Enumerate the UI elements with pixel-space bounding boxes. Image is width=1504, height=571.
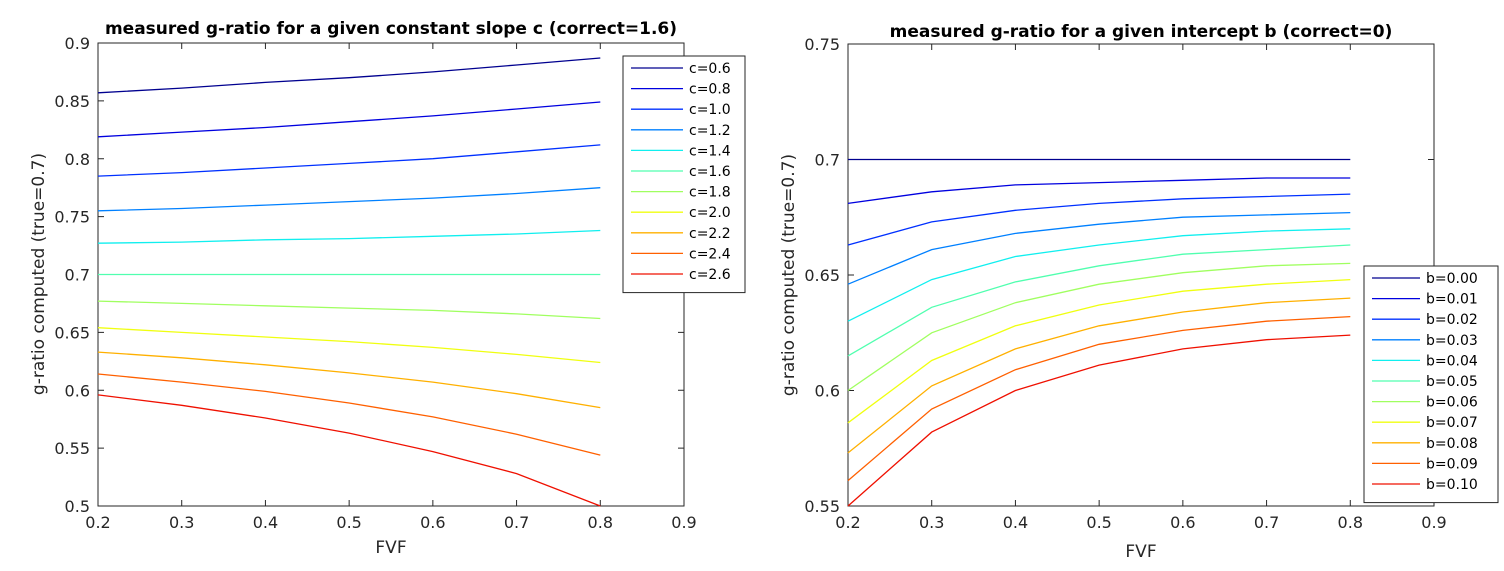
legend-label: b=0.04 bbox=[1426, 353, 1478, 369]
legend-label: c=0.8 bbox=[689, 82, 731, 98]
x-tick-label: 0.9 bbox=[1421, 513, 1446, 532]
series-line-c=2.0 bbox=[97, 327, 601, 364]
y-tick-label: 0.55 bbox=[804, 497, 840, 516]
series-line-c=1.2 bbox=[97, 187, 601, 212]
y-tick-label: 0.6 bbox=[65, 381, 90, 400]
chart-title: measured g-ratio for a given constant sl… bbox=[105, 19, 677, 39]
series-line-b=0.02 bbox=[847, 193, 1351, 246]
series-line-c=1.4 bbox=[97, 229, 601, 244]
y-tick-label: 0.65 bbox=[54, 323, 90, 342]
legend-label: c=0.6 bbox=[689, 61, 731, 77]
y-tick-label: 0.65 bbox=[804, 266, 840, 285]
legend: c=0.6 c=0.8 c=1.0 c=1.2 c=1.4 c=1.6 c=1.8 c=2.0… bbox=[622, 55, 746, 294]
y-tick-label: 0.8 bbox=[65, 150, 90, 169]
series-line-b=0.04 bbox=[847, 228, 1351, 322]
legend-label: c=1.8 bbox=[689, 185, 731, 201]
ticks: 0.2 0.3 0.4 0.5 0.6 0.7 0.8 0.9 0.5 0.55 0.6 0.65 0.… bbox=[54, 34, 696, 532]
x-tick-label: 0.8 bbox=[588, 513, 613, 532]
ticks: 0.2 0.3 0.4 0.5 0.6 0.7 0.8 0.9 0.55 0.6 0.65 0.7 0.… bbox=[804, 35, 1446, 532]
y-tick-label: 0.75 bbox=[54, 208, 90, 227]
series-line-b=0.07 bbox=[847, 278, 1351, 424]
legend-label: b=0.06 bbox=[1426, 395, 1478, 411]
x-tick-label: 0.4 bbox=[253, 513, 278, 532]
y-tick-label: 0.9 bbox=[65, 34, 90, 53]
x-tick-label: 0.8 bbox=[1338, 513, 1363, 532]
y-tick-label: 0.5 bbox=[65, 497, 90, 516]
series-line-c=0.8 bbox=[97, 101, 601, 138]
legend-label: c=1.4 bbox=[689, 143, 731, 159]
series-line-b=0.09 bbox=[847, 315, 1351, 482]
x-axis-label: FVF bbox=[375, 538, 406, 558]
x-tick-label: 0.2 bbox=[835, 513, 860, 532]
panel-slope: measured g-ratio for a given constant sl… bbox=[29, 19, 746, 558]
x-tick-label: 0.4 bbox=[1003, 513, 1028, 532]
legend-label: b=0.09 bbox=[1426, 456, 1478, 472]
legend-label: c=2.0 bbox=[689, 205, 731, 221]
axes-box bbox=[847, 43, 1435, 507]
legend-label: c=1.6 bbox=[689, 164, 731, 180]
panel-intercept: measured g-ratio for a given intercept b… bbox=[779, 22, 1499, 562]
series-line-c=2.2 bbox=[97, 351, 601, 409]
x-tick-label: 0.3 bbox=[919, 513, 944, 532]
y-axis-label: g-ratio computed (true=0.7) bbox=[779, 154, 799, 396]
series-line-b=0.03 bbox=[847, 211, 1351, 285]
x-tick-label: 0.6 bbox=[420, 513, 445, 532]
x-tick-label: 0.7 bbox=[504, 513, 529, 532]
y-tick-label: 0.55 bbox=[54, 439, 90, 458]
x-tick-label: 0.5 bbox=[336, 513, 361, 532]
y-tick-label: 0.7 bbox=[815, 151, 840, 170]
legend-label: b=0.00 bbox=[1426, 271, 1478, 287]
series-line-b=0.08 bbox=[847, 297, 1351, 454]
legend-label: b=0.03 bbox=[1426, 333, 1478, 349]
series-line-c=2.4 bbox=[97, 373, 601, 456]
legend-label: c=1.2 bbox=[689, 123, 731, 139]
chart-title: measured g-ratio for a given intercept b… bbox=[890, 22, 1393, 42]
x-tick-label: 0.7 bbox=[1254, 513, 1279, 532]
y-tick-label: 0.6 bbox=[815, 382, 840, 401]
x-tick-label: 0.6 bbox=[1170, 513, 1195, 532]
legend-label: b=0.10 bbox=[1426, 477, 1478, 493]
legend-label: b=0.05 bbox=[1426, 374, 1478, 390]
x-axis-label: FVF bbox=[1125, 542, 1156, 562]
legend-label: b=0.02 bbox=[1426, 312, 1478, 328]
series-lines bbox=[97, 57, 601, 507]
series-line-b=0.05 bbox=[847, 244, 1351, 357]
legend-label: c=2.6 bbox=[689, 267, 731, 283]
x-tick-label: 0.9 bbox=[671, 513, 696, 532]
series-line-c=1.8 bbox=[97, 300, 601, 320]
series-line-c=2.6 bbox=[97, 394, 601, 507]
legend-label: c=2.2 bbox=[689, 226, 731, 242]
series-line-c=0.6 bbox=[97, 57, 601, 94]
legend-label: b=0.01 bbox=[1426, 292, 1478, 308]
legend-label: b=0.07 bbox=[1426, 415, 1478, 431]
legend-label: b=0.08 bbox=[1426, 436, 1478, 452]
x-tick-label: 0.3 bbox=[169, 513, 194, 532]
legend-label: c=2.4 bbox=[689, 246, 731, 262]
series-line-b=0.01 bbox=[847, 177, 1351, 205]
series-line-b=0.06 bbox=[847, 262, 1351, 392]
y-tick-label: 0.75 bbox=[804, 35, 840, 54]
y-tick-label: 0.85 bbox=[54, 92, 90, 111]
legend: b=0.00 b=0.01 b=0.02 b=0.03 b=0.04 b=0.05 b=0.… bbox=[1363, 265, 1499, 504]
series-line-b=0.10 bbox=[847, 334, 1351, 507]
legend-label: c=1.0 bbox=[689, 102, 731, 118]
x-tick-label: 0.2 bbox=[85, 513, 110, 532]
y-tick-label: 0.7 bbox=[65, 266, 90, 285]
y-axis-label: g-ratio computed (true=0.7) bbox=[29, 153, 49, 395]
series-lines bbox=[847, 158, 1351, 507]
x-tick-label: 0.5 bbox=[1086, 513, 1111, 532]
series-line-c=1.0 bbox=[97, 144, 601, 177]
